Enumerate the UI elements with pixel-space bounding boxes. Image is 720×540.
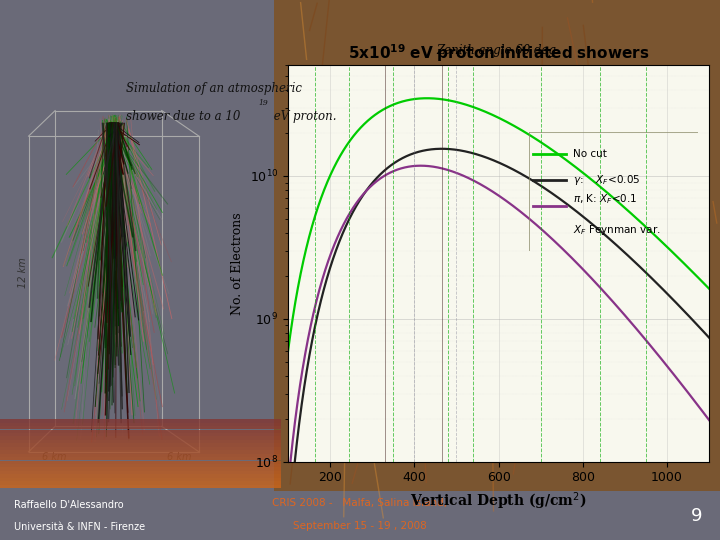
Bar bbox=[0, 457, 281, 461]
Text: eV proton.: eV proton. bbox=[269, 111, 336, 124]
Bar bbox=[0, 461, 281, 464]
Text: $\pi$, K: $X_F$<0.1: $\pi$, K: $X_F$<0.1 bbox=[573, 192, 637, 206]
Bar bbox=[0, 474, 281, 477]
Text: Università & INFN - Firenze: Università & INFN - Firenze bbox=[14, 522, 145, 531]
X-axis label: Vertical Depth (g/cm$^2$): Vertical Depth (g/cm$^2$) bbox=[410, 490, 587, 511]
Bar bbox=[0, 478, 281, 481]
Text: Zenith angle 60 deg.: Zenith angle 60 deg. bbox=[437, 44, 560, 57]
Bar bbox=[0, 464, 281, 467]
Bar bbox=[274, 0, 720, 491]
Bar bbox=[0, 454, 281, 457]
Text: 6 km: 6 km bbox=[42, 453, 66, 462]
Text: 19: 19 bbox=[258, 99, 268, 107]
Title: $\mathbf{5x10^{19}}$ $\mathbf{eV}$ $\mathbf{proton}$ $\mathbf{initiated}$ $\math: $\mathbf{5x10^{19}}$ $\mathbf{eV}$ $\mat… bbox=[348, 43, 649, 64]
Text: CRIS 2008 -   Malfa, Salina Island,: CRIS 2008 - Malfa, Salina Island, bbox=[272, 498, 448, 508]
Bar bbox=[0, 468, 281, 471]
Bar bbox=[0, 440, 281, 443]
Bar bbox=[0, 447, 281, 450]
Bar bbox=[0, 436, 281, 440]
Bar bbox=[0, 443, 281, 447]
Bar bbox=[0, 433, 281, 436]
Text: Simulation of an atmospheric: Simulation of an atmospheric bbox=[126, 82, 302, 95]
Text: $X_F$ Feynman var.: $X_F$ Feynman var. bbox=[573, 222, 661, 237]
Bar bbox=[0, 471, 281, 474]
Y-axis label: No. of Electrons: No. of Electrons bbox=[231, 212, 244, 315]
Text: Raffaello D'Alessandro: Raffaello D'Alessandro bbox=[14, 500, 124, 510]
Bar bbox=[0, 485, 281, 488]
Text: 6 km: 6 km bbox=[167, 453, 192, 462]
Text: No cut: No cut bbox=[573, 148, 607, 159]
Text: September 15 - 19 , 2008: September 15 - 19 , 2008 bbox=[293, 521, 427, 531]
Bar bbox=[0, 430, 281, 433]
Text: 9: 9 bbox=[690, 507, 702, 525]
Bar bbox=[0, 426, 281, 429]
Text: shower due to a 10: shower due to a 10 bbox=[126, 111, 240, 124]
Bar bbox=[0, 423, 281, 426]
Bar bbox=[0, 481, 281, 484]
Bar bbox=[0, 450, 281, 454]
Bar bbox=[0, 419, 281, 422]
Text: $\gamma$:    $X_F$<0.05: $\gamma$: $X_F$<0.05 bbox=[573, 173, 641, 187]
Text: 12 km: 12 km bbox=[18, 258, 28, 288]
